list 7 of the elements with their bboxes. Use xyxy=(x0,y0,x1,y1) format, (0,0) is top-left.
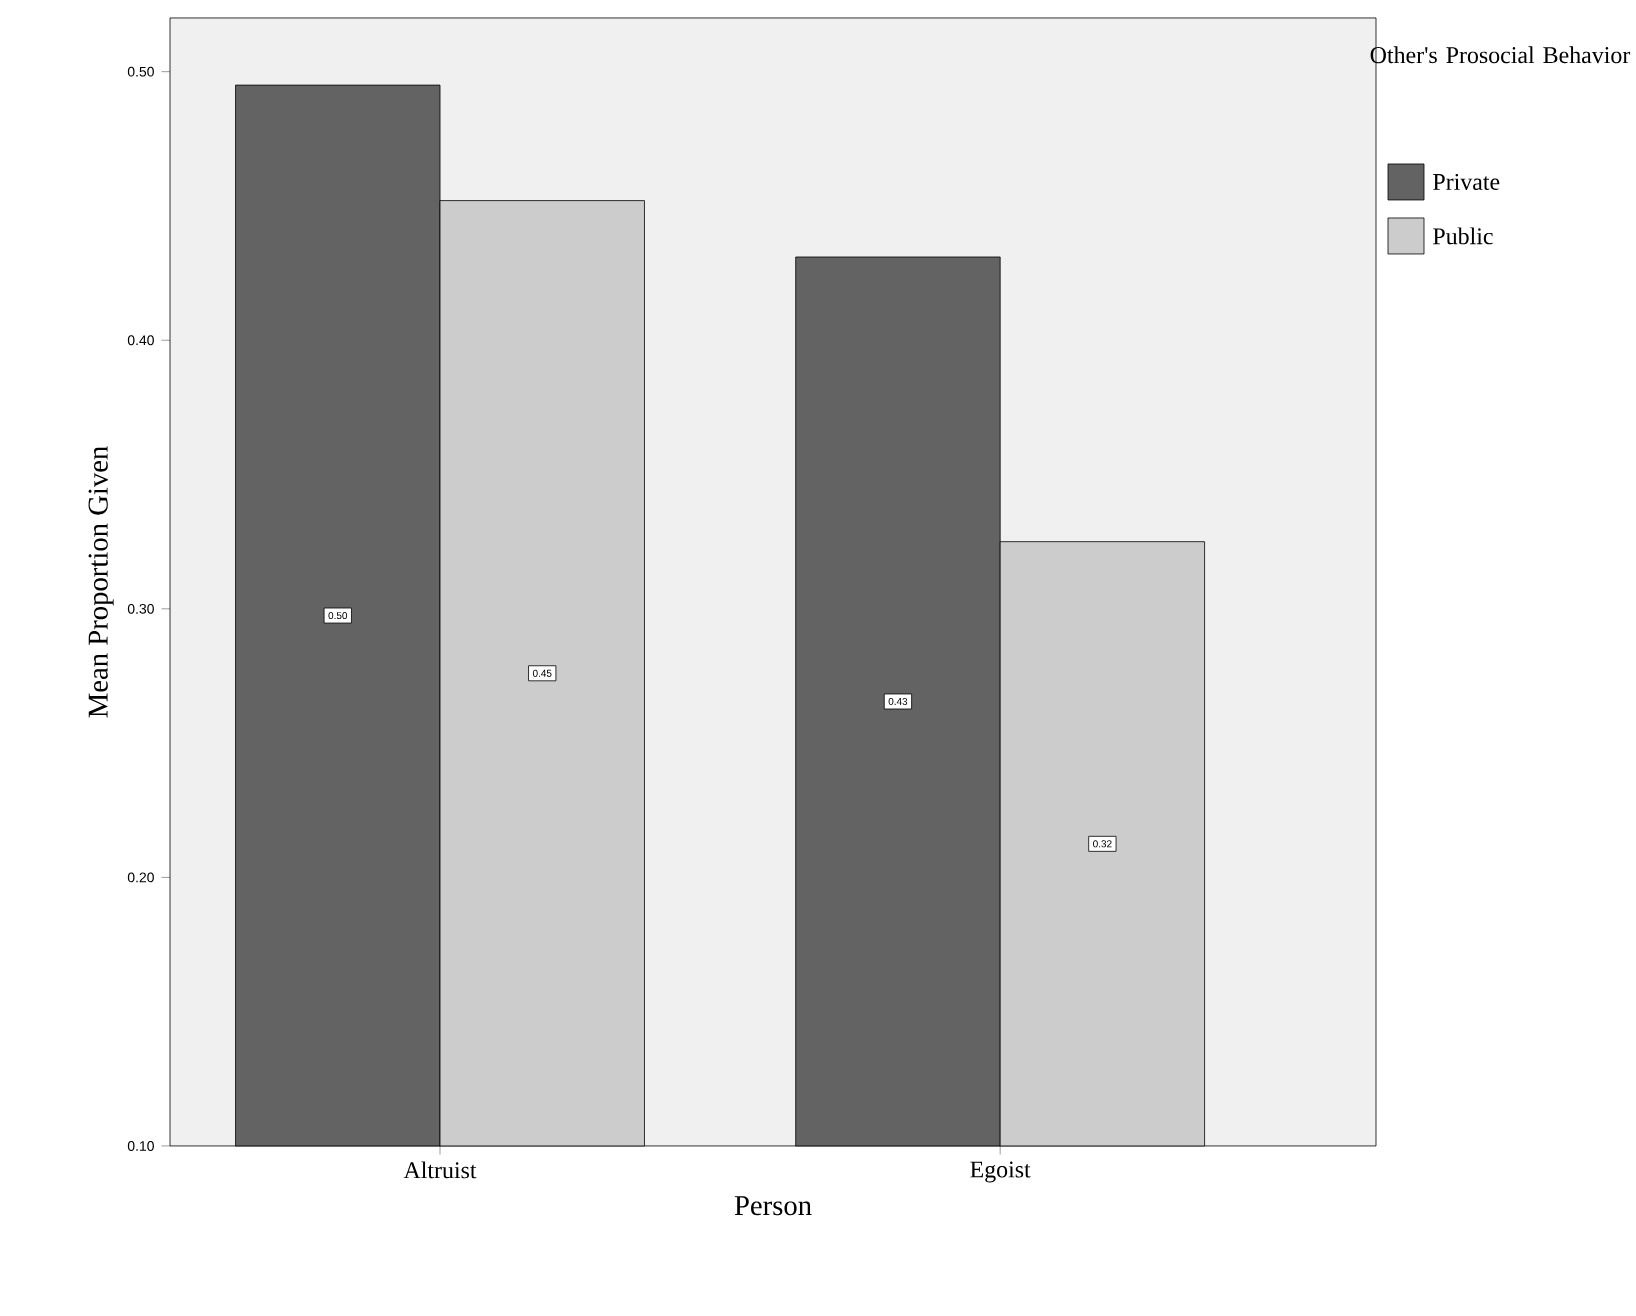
y-axis-title: Mean Proportion Given xyxy=(88,446,114,718)
x-axis-title: Person xyxy=(734,1196,812,1216)
legend-label: Public xyxy=(1433,227,1493,245)
legend-label: Private xyxy=(1433,173,1500,190)
x-tick-label: Egoist xyxy=(970,1161,1031,1183)
x-tick-label: Altruist xyxy=(403,1161,477,1179)
legend-title: Other's Prosocial Behavior xyxy=(1370,46,1631,64)
